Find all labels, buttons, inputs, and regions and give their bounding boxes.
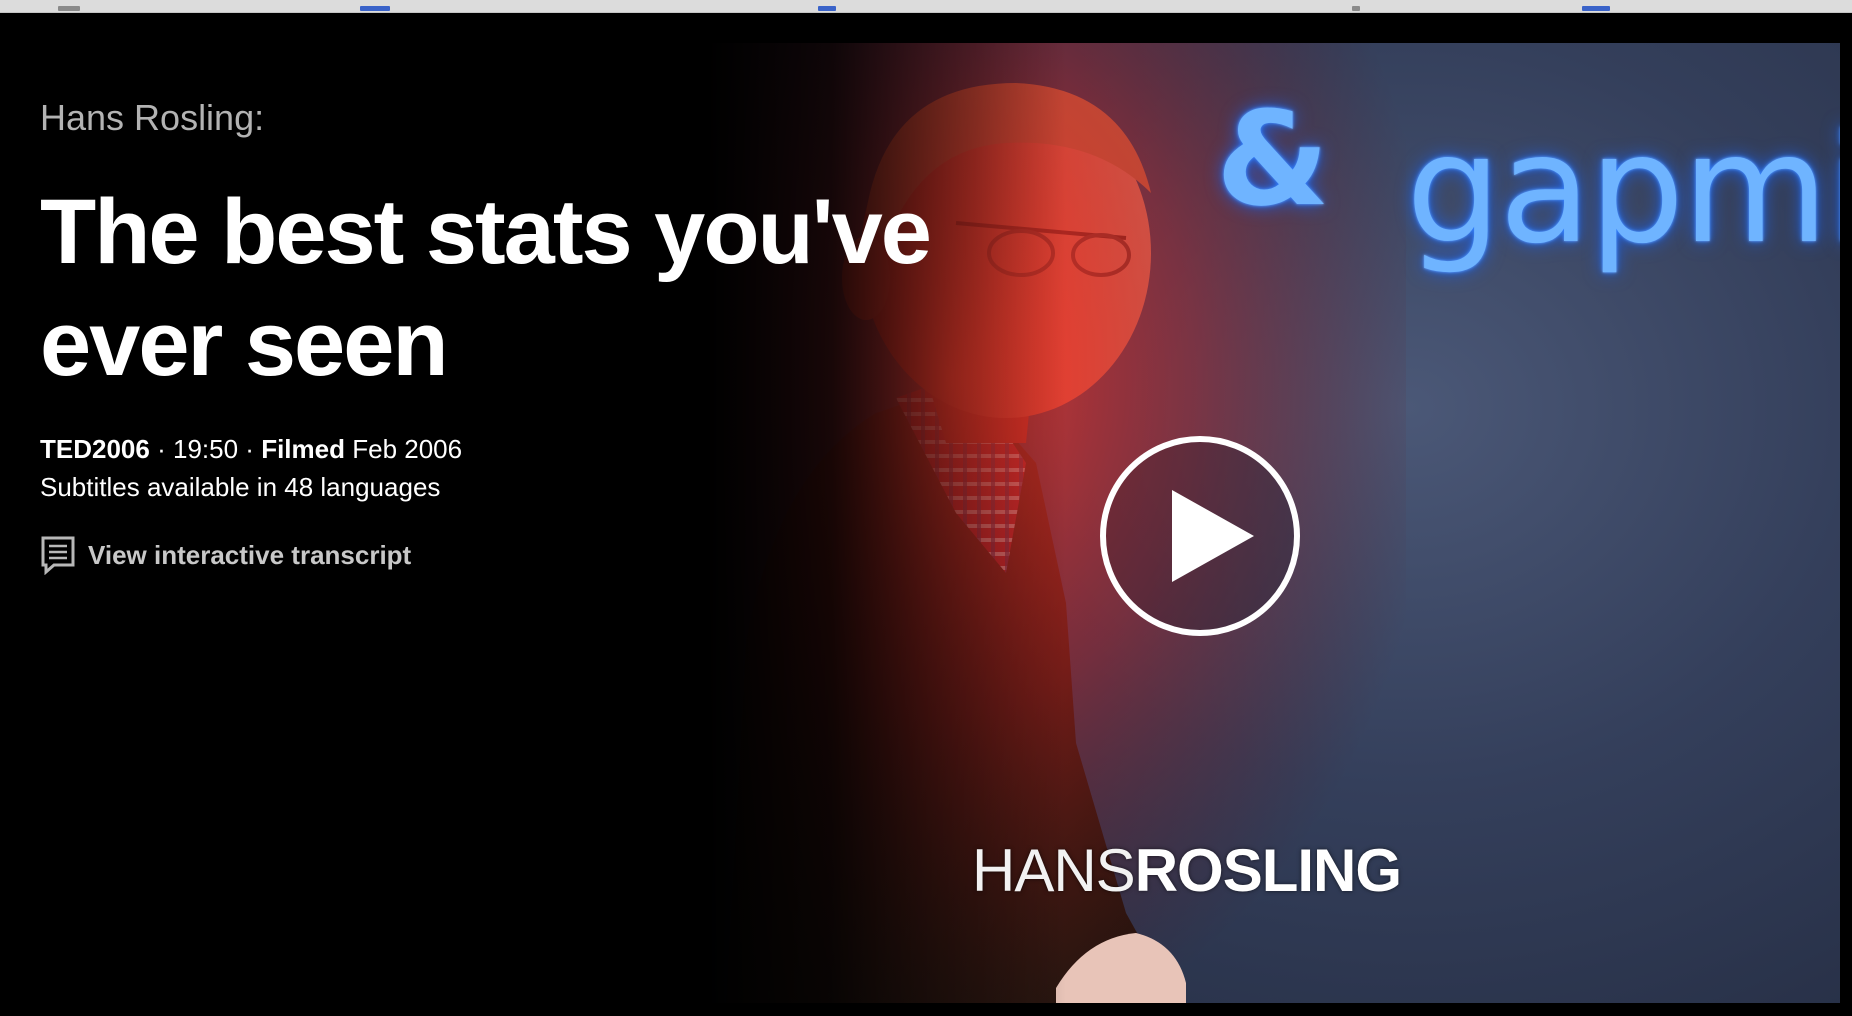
filmed-label: Filmed: [261, 434, 345, 464]
view-transcript-label: View interactive transcript: [88, 539, 412, 570]
event-name[interactable]: TED2006: [40, 434, 150, 464]
screen-projection-word: gapmind: [1406, 103, 1840, 277]
subtitles-info: Subtitles available in 48 languages: [40, 472, 441, 502]
video-speaker-name: HANSROSLING: [972, 836, 1402, 905]
speaker-label: Hans Rosling:: [40, 97, 265, 138]
view-transcript-link[interactable]: View interactive transcript: [40, 535, 411, 575]
meta-separator: ·: [245, 434, 254, 464]
talk-duration: 19:50: [172, 434, 239, 464]
talk-hero: & gapmind HANSROSLING Hans Rosling: The …: [0, 13, 1852, 1016]
toolbar-fragment: [1582, 6, 1610, 11]
meta-separator: ·: [157, 434, 166, 464]
speaker-name-light: HANS: [972, 837, 1136, 904]
toolbar-fragment: [1352, 6, 1360, 11]
toolbar-fragment: [58, 6, 80, 11]
filmed-date: Feb 2006: [352, 434, 463, 464]
talk-meta: TED2006 · 19:50 · Filmed Feb 2006: [40, 434, 462, 465]
transcript-icon: [41, 536, 75, 575]
screen-projection-ampersand: &: [1216, 83, 1330, 235]
speaker-name-bold: ROSLING: [1134, 837, 1402, 904]
play-button[interactable]: [1100, 436, 1300, 636]
play-icon: [1172, 490, 1254, 582]
browser-toolbar-edge: [0, 0, 1852, 13]
toolbar-fragment: [360, 6, 390, 11]
toolbar-fragment: [818, 6, 836, 11]
talk-title: The best stats you've ever seen: [40, 181, 932, 395]
